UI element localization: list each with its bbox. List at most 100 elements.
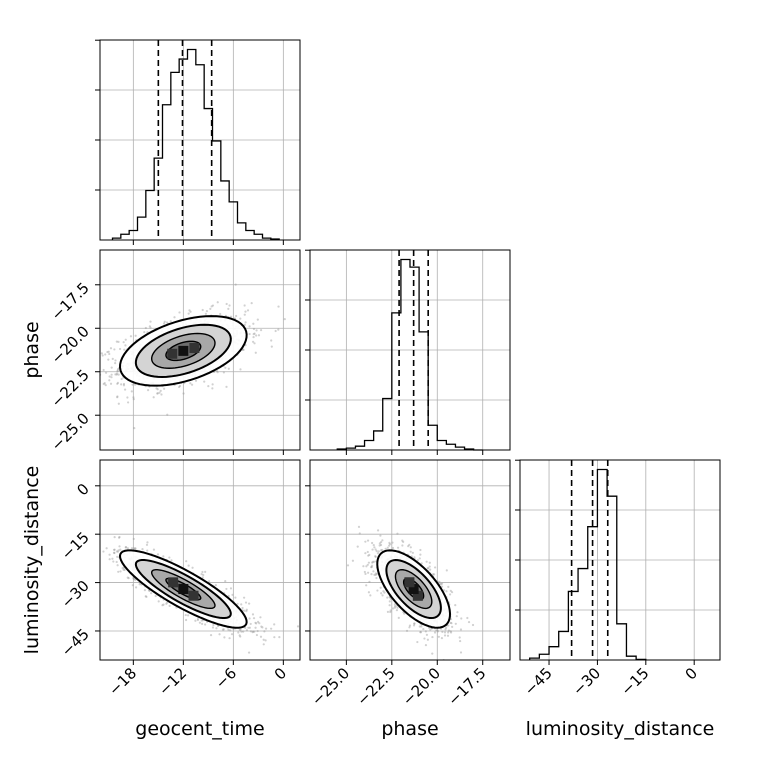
sample-point [247, 651, 251, 654]
sample-point [379, 586, 382, 589]
sample-point [223, 636, 226, 639]
sample-point [160, 393, 163, 396]
sample-point [115, 373, 118, 376]
sample-point [108, 558, 111, 561]
sample-point [380, 541, 383, 544]
sample-point [133, 383, 137, 386]
sample-point [116, 550, 120, 553]
panel-frame [99, 39, 301, 241]
sample-point [396, 606, 399, 609]
y-tick-label: −17.5 [48, 279, 93, 324]
x-tick-label: −45 [521, 664, 556, 699]
sample-point [408, 626, 411, 629]
sample-point [238, 628, 241, 631]
sample-point [270, 339, 273, 342]
sample-point [471, 623, 475, 627]
sample-point [254, 621, 257, 624]
sample-point [110, 366, 113, 369]
sample-point [408, 543, 411, 546]
sample-point [388, 544, 391, 547]
sample-point [371, 561, 374, 564]
y-tick-label: 0 [73, 480, 92, 499]
sample-point [122, 341, 125, 344]
sample-point [440, 583, 443, 586]
histogram-step [336, 258, 483, 451]
sample-point [244, 626, 247, 629]
sample-point [157, 600, 160, 603]
sample-point [376, 529, 380, 532]
sample-point [107, 350, 110, 353]
sample-point [124, 344, 127, 347]
sample-point [118, 535, 121, 539]
sample-point [144, 326, 147, 330]
sample-point [440, 582, 444, 585]
sample-point [254, 626, 257, 629]
sample-point [245, 608, 248, 611]
sample-point [207, 580, 211, 583]
sample-point [196, 618, 199, 622]
sample-point [346, 564, 350, 567]
sample-point [264, 639, 267, 642]
sample-point [249, 622, 252, 626]
sample-point [239, 317, 242, 320]
sample-point [252, 630, 255, 633]
histogram-step [111, 48, 280, 240]
sample-point [447, 631, 450, 634]
sample-point [362, 565, 365, 568]
sample-point [211, 387, 214, 390]
sample-point [118, 347, 122, 351]
density-peak [178, 584, 189, 595]
sample-point [378, 544, 381, 547]
sample-point [423, 637, 426, 640]
sample-point [155, 387, 158, 390]
sample-point [242, 348, 245, 351]
sample-point [229, 587, 233, 590]
sample-point [270, 345, 273, 348]
sample-point [124, 338, 127, 341]
sample-point [168, 556, 171, 559]
sample-point [204, 570, 207, 574]
sample-point [405, 629, 409, 632]
sample-point [455, 615, 458, 618]
sample-point [436, 630, 440, 633]
sample-point [402, 540, 405, 544]
sample-point [445, 569, 448, 572]
sample-point [407, 545, 410, 548]
sample-point [102, 382, 105, 386]
sample-point [108, 379, 111, 382]
sample-point [240, 630, 243, 633]
sample-point [396, 532, 399, 535]
x-tick-label: −20.0 [399, 664, 444, 709]
sample-point [110, 373, 113, 376]
sample-point [365, 565, 368, 568]
sample-point [231, 593, 234, 596]
histogram-geocent-time [95, 39, 301, 245]
sample-point [163, 387, 166, 390]
sample-point [116, 370, 119, 373]
sample-point [256, 629, 259, 633]
sample-point [454, 622, 457, 625]
sample-point [134, 578, 137, 581]
sample-point [201, 622, 204, 625]
density-peak [167, 348, 178, 359]
sample-point [396, 546, 400, 549]
sample-point [384, 547, 387, 550]
sample-point [191, 566, 194, 569]
sample-point [403, 612, 406, 615]
sample-point [148, 589, 151, 593]
sample-point [368, 553, 371, 556]
sample-point [131, 383, 134, 386]
sample-point [114, 362, 117, 365]
sample-point [200, 619, 203, 622]
sample-point [420, 625, 423, 628]
sample-point [159, 389, 162, 392]
sample-point [244, 601, 248, 604]
sample-point [395, 609, 399, 612]
sample-point [375, 550, 378, 553]
sample-point [368, 580, 371, 583]
sample-point [391, 541, 394, 544]
sample-point [412, 624, 416, 627]
sample-point [102, 368, 105, 372]
sample-point [444, 628, 447, 631]
sample-point [459, 639, 462, 643]
